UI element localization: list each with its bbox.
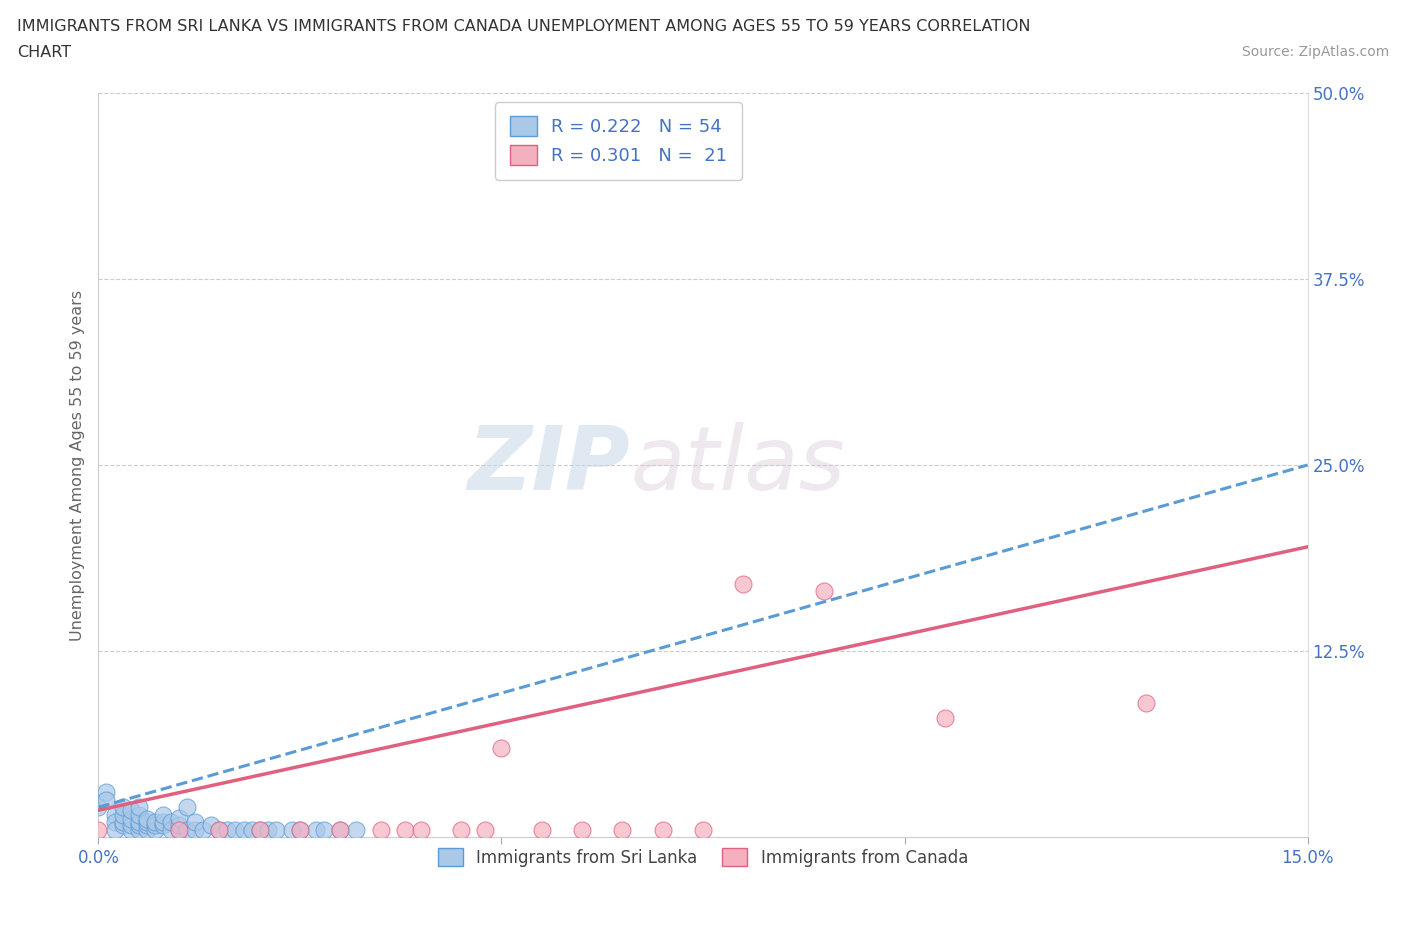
Point (232, 822, 254, 837)
Point (240, 822, 263, 837)
Point (217, 822, 239, 837)
Point (111, 800, 134, 815)
Point (87, 822, 110, 837)
Point (103, 815, 125, 830)
Point (288, 822, 311, 837)
Point (135, 817, 157, 832)
Point (474, 822, 496, 837)
Point (143, 822, 166, 837)
Point (111, 815, 134, 830)
Point (111, 807, 134, 822)
Point (135, 815, 157, 830)
Point (128, 807, 150, 822)
Point (329, 822, 352, 837)
Point (152, 817, 174, 832)
Point (160, 815, 183, 830)
Point (193, 822, 215, 837)
Point (120, 812, 142, 827)
Point (167, 822, 190, 837)
Point (120, 803, 142, 817)
Point (692, 822, 714, 837)
Point (200, 817, 222, 832)
Point (111, 817, 134, 832)
Point (143, 815, 166, 830)
Text: CHART: CHART (17, 45, 70, 60)
Point (256, 822, 278, 837)
Point (184, 815, 207, 830)
Point (571, 822, 593, 837)
Point (344, 822, 367, 837)
Point (1135, 696, 1157, 711)
Point (281, 822, 304, 837)
Point (135, 812, 157, 827)
Text: atlas: atlas (630, 422, 845, 508)
Point (120, 817, 142, 832)
Point (288, 822, 311, 837)
Point (264, 822, 287, 837)
Point (103, 807, 125, 822)
Point (224, 822, 246, 837)
Point (152, 807, 174, 822)
Point (103, 822, 125, 837)
Point (370, 822, 392, 837)
Point (135, 822, 157, 837)
Point (612, 822, 634, 837)
Point (128, 800, 150, 815)
Legend: Immigrants from Sri Lanka, Immigrants from Canada: Immigrants from Sri Lanka, Immigrants fr… (432, 842, 974, 873)
Point (249, 822, 271, 837)
Point (167, 810, 190, 825)
Point (491, 740, 513, 755)
Point (128, 815, 150, 830)
Point (128, 817, 150, 832)
Point (733, 577, 755, 591)
Point (249, 822, 271, 837)
Text: IMMIGRANTS FROM SRI LANKA VS IMMIGRANTS FROM CANADA UNEMPLOYMENT AMONG AGES 55 T: IMMIGRANTS FROM SRI LANKA VS IMMIGRANTS … (17, 19, 1031, 33)
Point (305, 822, 328, 837)
Point (184, 822, 207, 837)
Point (128, 822, 150, 837)
Text: ZIP: ZIP (468, 421, 630, 509)
Point (208, 822, 231, 837)
Point (651, 822, 673, 837)
Point (167, 822, 190, 837)
Point (176, 822, 198, 837)
Point (152, 815, 174, 830)
Point (96, 785, 118, 800)
Point (176, 800, 198, 815)
Point (409, 822, 432, 837)
Point (160, 822, 183, 837)
Y-axis label: Unemployment Among Ages 55 to 59 years: Unemployment Among Ages 55 to 59 years (69, 289, 84, 641)
Point (87, 800, 110, 815)
Point (934, 711, 956, 725)
Point (143, 817, 166, 832)
Point (167, 817, 190, 832)
Point (314, 822, 336, 837)
Point (394, 822, 416, 837)
Point (96, 792, 118, 807)
Point (530, 822, 553, 837)
Point (120, 822, 142, 837)
Point (813, 584, 835, 599)
Text: Source: ZipAtlas.com: Source: ZipAtlas.com (1241, 45, 1389, 59)
Point (208, 822, 231, 837)
Point (329, 822, 352, 837)
Point (450, 822, 472, 837)
